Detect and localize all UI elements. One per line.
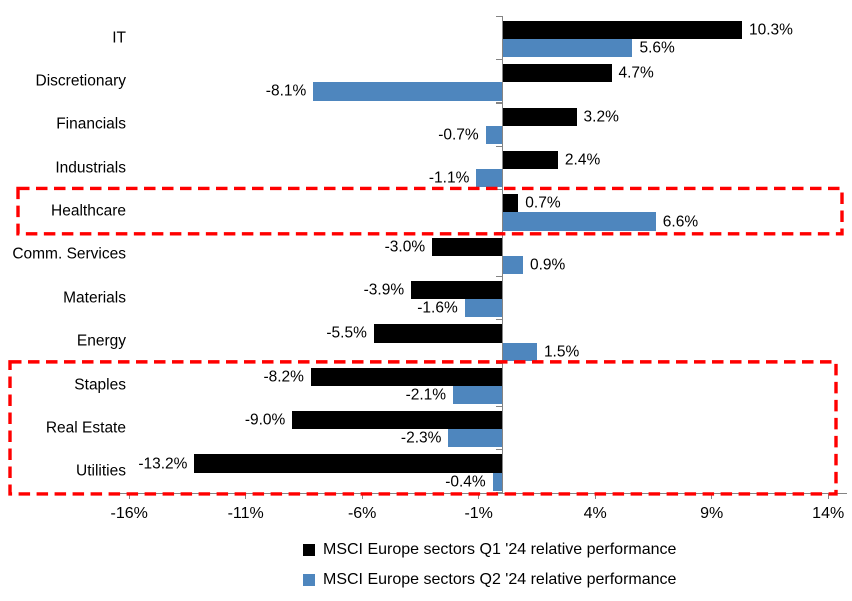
bar-s2-staples [453, 385, 502, 405]
bar-s1-utilities [194, 454, 502, 473]
x-axis-tick [128, 493, 130, 499]
y-axis-tick [496, 275, 502, 277]
value-label: 2.4% [564, 151, 601, 169]
bar-s1-real-estate [292, 411, 502, 430]
value-label: -5.5% [326, 324, 367, 342]
bar-s2-comm-services [502, 255, 523, 274]
value-label: 1.5% [543, 342, 580, 360]
bar-s2-real-estate [448, 429, 502, 448]
value-label: -8.2% [263, 368, 304, 386]
legend-item-q2: MSCI Europe sectors Q2 '24 relative perf… [303, 565, 676, 595]
y-axis-tick [496, 15, 502, 17]
value-label: -0.4% [445, 472, 486, 490]
value-label: -9.0% [244, 411, 286, 429]
x-axis-tick [245, 493, 247, 499]
value-label: 0.9% [529, 256, 566, 274]
value-label: 0.7% [525, 194, 561, 212]
bar-s1-energy [373, 324, 502, 343]
x-tick-label: 9% [700, 505, 724, 522]
category-label-financials: Financials [56, 115, 126, 133]
x-axis-tick [478, 493, 480, 499]
value-label: 4.7% [618, 64, 654, 82]
value-label: -1.6% [417, 299, 458, 317]
x-axis-line [112, 493, 847, 495]
x-tick-label: 14% [812, 505, 845, 522]
bar-s2-industrials [476, 169, 502, 188]
legend: MSCI Europe sectors Q1 '24 relative perf… [303, 535, 676, 595]
bar-s1-staples [310, 367, 502, 386]
bar-s1-discretionary [502, 64, 612, 83]
bar-s1-comm-services [432, 237, 502, 256]
x-tick-label: -16% [110, 505, 148, 522]
category-label-real-estate: Real Estate [45, 419, 126, 437]
bar-s1-healthcare [502, 194, 519, 213]
value-label: -1.1% [428, 169, 470, 187]
legend-swatch-q1-icon [303, 544, 315, 556]
category-label-discretionary: Discretionary [35, 72, 126, 90]
x-tick-label: -1% [464, 505, 493, 522]
value-label: -8.1% [265, 82, 307, 100]
x-axis-tick [594, 493, 596, 499]
legend-label-q1: MSCI Europe sectors Q1 '24 relative perf… [323, 541, 677, 558]
bar-s2-financials [485, 125, 502, 144]
value-label: -3.9% [363, 281, 405, 299]
category-label-materials: Materials [63, 289, 126, 307]
x-tick-label: -11% [227, 505, 264, 522]
y-axis-tick [496, 319, 502, 321]
x-axis-tick [827, 493, 829, 499]
value-label: -0.7% [438, 126, 479, 144]
y-axis-tick [496, 449, 502, 451]
category-label-healthcare: Healthcare [51, 202, 126, 220]
bar-s2-energy [502, 342, 537, 361]
x-tick-label: 4% [583, 505, 607, 522]
value-label: 10.3% [748, 21, 793, 39]
bar-s2-discretionary [313, 82, 502, 101]
value-label: -2.1% [405, 386, 447, 404]
y-axis-tick [496, 58, 502, 61]
category-label-it: IT [112, 29, 126, 47]
y-axis-line [501, 16, 503, 493]
value-label: -3.0% [384, 237, 426, 255]
y-axis-tick [496, 405, 502, 408]
category-label-comm-services: Comm. Services [12, 245, 126, 263]
legend-label-q2: MSCI Europe sectors Q2 '24 relative perf… [323, 571, 677, 588]
bar-s1-financials [502, 107, 577, 126]
value-label: -2.3% [400, 429, 442, 447]
y-axis-tick [496, 232, 502, 234]
y-axis-tick [496, 145, 502, 147]
category-label-industrials: Industrials [55, 159, 126, 177]
y-axis-tick [496, 188, 502, 191]
category-label-energy: Energy [76, 332, 126, 350]
legend-swatch-q2-icon [303, 574, 315, 586]
x-tick-label: -6% [347, 505, 377, 522]
y-axis-tick [496, 102, 502, 104]
x-axis-tick [361, 493, 363, 499]
value-label: -13.2% [138, 454, 188, 472]
bar-s2-healthcare [502, 212, 656, 231]
legend-item-q1: MSCI Europe sectors Q1 '24 relative perf… [303, 535, 676, 565]
value-label: 3.2% [583, 107, 619, 125]
x-axis-tick [711, 493, 713, 499]
y-axis-tick [496, 362, 502, 364]
bar-s1-materials [411, 280, 502, 300]
bar-s2-materials [464, 299, 502, 318]
category-label-utilities: Utilities [76, 462, 126, 480]
value-label: 6.6% [662, 212, 699, 230]
value-label: 5.6% [639, 39, 675, 57]
bar-s1-industrials [502, 150, 558, 170]
plot-area: IT 10.3% 5.6% Discretionary 4.7% -8.1% Financi… [12, 15, 847, 522]
category-label-staples: Staples [74, 376, 126, 394]
bar-s2-it [502, 39, 633, 58]
bar-s1-it [502, 20, 742, 39]
